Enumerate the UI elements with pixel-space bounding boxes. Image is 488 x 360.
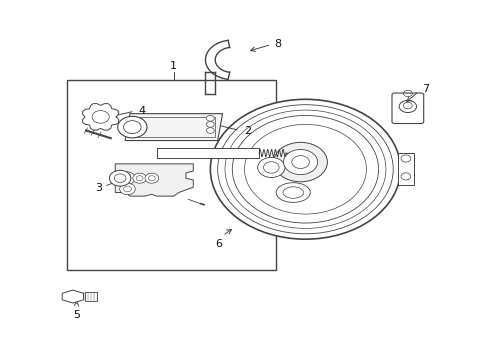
Circle shape: [109, 170, 131, 186]
Text: 1: 1: [170, 60, 177, 71]
FancyBboxPatch shape: [391, 93, 423, 123]
Circle shape: [118, 116, 147, 138]
Bar: [66, 80, 276, 270]
Text: 6: 6: [215, 239, 222, 249]
Circle shape: [210, 99, 400, 239]
Ellipse shape: [276, 183, 310, 202]
Polygon shape: [62, 290, 83, 303]
Bar: [397, 153, 413, 185]
Text: 8: 8: [274, 40, 281, 49]
Polygon shape: [115, 164, 193, 196]
Text: 7: 7: [421, 84, 428, 94]
Circle shape: [118, 172, 135, 185]
Bar: [85, 292, 97, 301]
Circle shape: [133, 173, 146, 183]
Circle shape: [206, 122, 214, 127]
Text: 5: 5: [73, 310, 80, 320]
Polygon shape: [82, 104, 119, 130]
Bar: [157, 148, 259, 158]
Text: 3: 3: [95, 183, 102, 193]
Circle shape: [145, 173, 158, 183]
Text: 4: 4: [139, 106, 145, 116]
Text: 2: 2: [244, 126, 251, 135]
Circle shape: [273, 142, 327, 182]
Bar: [137, 117, 215, 137]
Polygon shape: [125, 114, 222, 140]
Circle shape: [120, 183, 135, 195]
Circle shape: [283, 149, 317, 175]
Bar: [298, 150, 303, 156]
Circle shape: [206, 128, 214, 134]
Circle shape: [257, 157, 285, 177]
Circle shape: [206, 116, 214, 121]
